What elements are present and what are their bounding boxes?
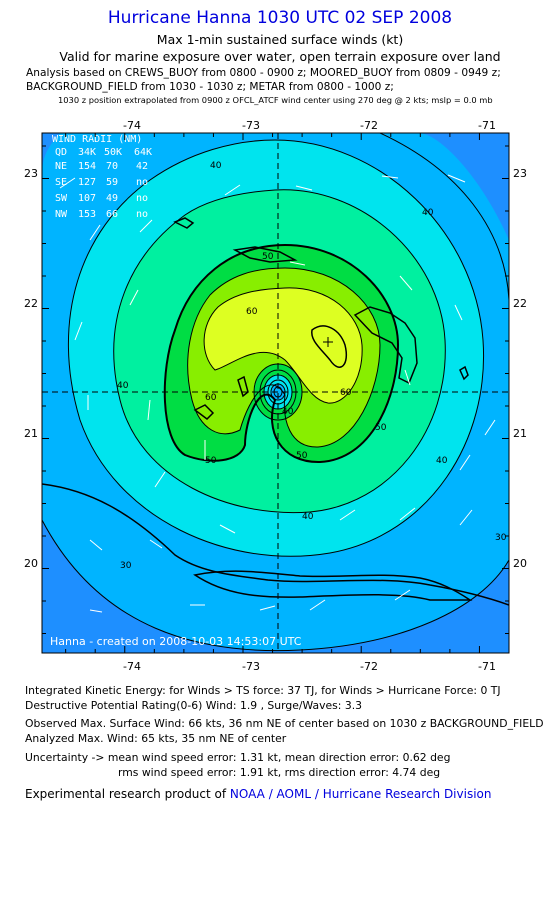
contour-label: 40 <box>117 381 129 391</box>
plot-subtitle: Max 1-min sustained surface winds (kt) <box>156 32 404 47</box>
contour-label: 40 <box>282 407 294 417</box>
wind-radii-heading: WIND RADII (NM) <box>52 134 142 145</box>
lon-tick-label: -72 <box>360 119 378 132</box>
lon-tick-label: -71 <box>478 660 496 673</box>
hrd-link[interactable]: NOAA / AOML / Hurricane Research Divisio… <box>229 787 492 801</box>
lat-tick-label: 23 <box>24 167 38 180</box>
contour-label: 40 <box>210 161 222 171</box>
lon-tick-label: -73 <box>242 660 260 673</box>
contour-label: 30 <box>120 561 132 571</box>
latitude-labels-right: 23 22 21 20 <box>513 167 527 570</box>
coastlines <box>42 217 509 606</box>
longitude-labels-bottom: -74 -73 -72 -71 <box>123 660 496 673</box>
wind-radii-row: SE 127 59 no <box>55 177 148 188</box>
product-credit: Experimental research product of NOAA / … <box>25 787 491 801</box>
uncertainty-rms: rms wind speed error: 1.91 kt, rms direc… <box>118 766 441 779</box>
wind-band-80 <box>204 287 363 404</box>
lon-tick-label: -74 <box>123 660 141 673</box>
product-prefix: Experimental research product of <box>25 787 230 801</box>
contour-label: 60 <box>340 388 352 398</box>
map-frame <box>41 132 510 654</box>
map-credit: Hanna - created on 2008-10-03 14:53:07 U… <box>50 635 302 648</box>
contour-label: 40 <box>302 512 314 522</box>
lat-tick-label: 20 <box>513 557 527 570</box>
lat-tick-label: 22 <box>24 297 38 310</box>
latitude-labels-left: 23 22 21 20 <box>24 167 38 570</box>
contour-label: 40 <box>436 456 448 466</box>
wind-radii-header-row: QD 34K 50K 64K <box>55 147 152 158</box>
lat-tick-label: 22 <box>513 297 527 310</box>
lon-tick-label: -71 <box>478 119 496 132</box>
contour-label: 60 <box>205 393 217 403</box>
wind-radii-row: SW 107 49 no <box>55 193 148 204</box>
contour-label: 50 <box>262 252 274 262</box>
contour-label: 40 <box>422 208 434 218</box>
analyzed-max-wind: Analyzed Max. Wind: 65 kts, 35 nm NE of … <box>25 732 287 745</box>
max-wind-marker <box>323 337 333 347</box>
uncertainty-mean: Uncertainty -> mean wind speed error: 1.… <box>25 751 451 764</box>
destructive-potential-rating: Destructive Potential Rating(0-6) Wind: … <box>25 699 363 712</box>
lon-tick-label: -72 <box>360 660 378 673</box>
contour-labels: 40 40 40 40 40 30 30 50 50 50 60 60 60 4… <box>117 161 507 571</box>
lat-tick-label: 20 <box>24 557 38 570</box>
plot-title: Hurricane Hanna 1030 UTC 02 SEP 2008 <box>107 8 453 28</box>
observed-max-wind: Observed Max. Surface Wind: 66 kts, 36 n… <box>25 717 544 730</box>
analysis-sources-line-1: Analysis based on CREWS_BUOY from 0800 -… <box>26 67 501 79</box>
position-note: 1030 z position extrapolated from 0900 z… <box>58 95 493 105</box>
lon-tick-label: -73 <box>242 119 260 132</box>
integrated-kinetic-energy: Integrated Kinetic Energy: for Winds > T… <box>25 684 501 697</box>
contour-label: 50 <box>296 451 308 461</box>
lon-tick-label: -74 <box>123 119 141 132</box>
wind-analysis-map: 40 40 40 40 40 30 30 50 50 50 60 60 60 4… <box>24 119 527 673</box>
plot-subtitle-2: Valid for marine exposure over water, op… <box>59 49 501 64</box>
lat-tick-label: 21 <box>513 427 527 440</box>
wind-radii-table: WIND RADII (NM) QD 34K 50K 64K NE 154 70 42 SE… <box>52 134 152 220</box>
contour-label: 50 <box>375 423 387 433</box>
contour-label: 50 <box>205 456 217 466</box>
axis-ticks <box>42 133 509 653</box>
wind-vectors <box>59 174 496 613</box>
lat-tick-label: 21 <box>24 427 38 440</box>
contour-label: 60 <box>246 307 258 317</box>
analysis-sources-line-2: BACKGROUND_FIELD from 1030 - 1030 z; MET… <box>26 81 394 93</box>
longitude-labels-top: -74 -73 -72 -71 <box>123 119 496 132</box>
wind-radii-row: NE 154 70 42 <box>55 161 148 172</box>
lat-tick-label: 23 <box>513 167 527 180</box>
contour-label: 30 <box>495 533 507 543</box>
wind-radii-row: NW 153 66 no <box>55 209 148 220</box>
